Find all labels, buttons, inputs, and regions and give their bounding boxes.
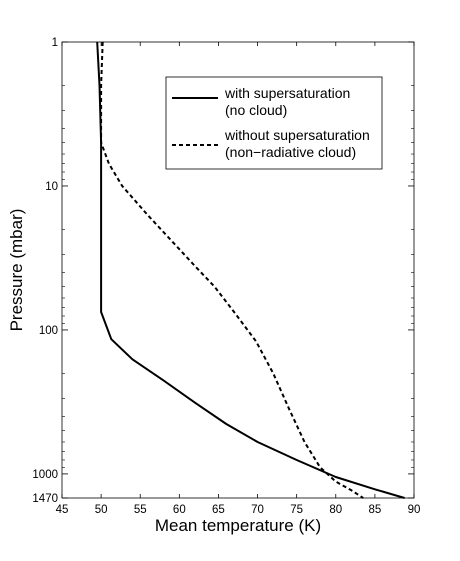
plot-frame (61, 41, 415, 499)
y-tick-label: 10 (45, 181, 58, 193)
series-layer (96, 41, 405, 499)
x-tick-label: 80 (329, 504, 342, 516)
x-tick-label: 50 (95, 504, 108, 516)
x-tick-label: 90 (408, 504, 421, 516)
legend-label-series-2: without supersaturation (224, 127, 370, 143)
y-axis-title: Pressure (mbar) (7, 209, 26, 332)
x-tick-label: 85 (368, 504, 381, 516)
y-tick-label: 1 (52, 37, 58, 49)
legend-label-series-2-line2: (non−radiative cloud) (225, 144, 356, 160)
x-axis-title: Mean temperature (K) (155, 516, 321, 535)
legend-label-series-1: with supersaturation (224, 85, 350, 101)
legend-box (165, 76, 383, 170)
y-tick-label: 100 (39, 325, 58, 337)
series-line-1 (96, 41, 405, 499)
x-tick-label: 60 (173, 504, 186, 516)
x-tick-label: 55 (134, 504, 147, 516)
x-tick-label: 75 (290, 504, 303, 516)
legend-label-series-1-line2: (no cloud) (225, 102, 287, 118)
x-tick-label: 70 (251, 504, 264, 516)
x-tick-label: 65 (212, 504, 225, 516)
series-line-2 (100, 41, 364, 499)
legend: with supersaturation (no cloud) without … (165, 76, 383, 170)
y-tick-label: 1000 (32, 469, 58, 481)
ticks-layer: 45 50 55 60 65 70 75 80 85 90 1 10 100 1000 1470 (32, 37, 420, 516)
x-tick-label: 45 (56, 504, 69, 516)
y-tick-label: 1470 (32, 493, 58, 505)
axes-frame (61, 41, 415, 499)
